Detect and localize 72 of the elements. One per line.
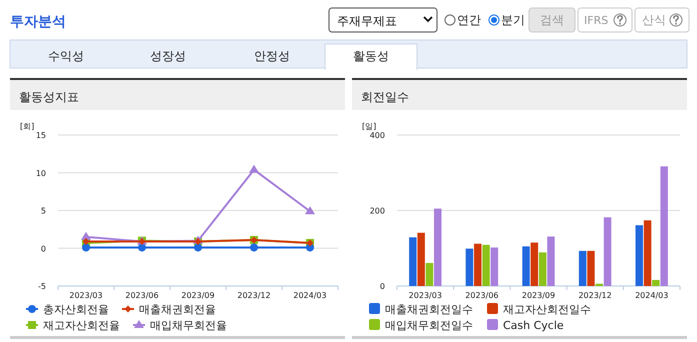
bar <box>587 250 595 286</box>
x-tick-label: 2024/03 <box>293 291 327 300</box>
legend-label: 매입채무회전율 <box>150 319 227 332</box>
y-tick-label: 10 <box>36 168 46 178</box>
bar <box>660 166 668 286</box>
text: 주재무제표 <box>337 14 397 28</box>
legend-재고자산회전일수: 재고자산회전일수 <box>487 303 591 316</box>
text: 안정성 <box>254 49 290 63</box>
bar <box>417 232 425 286</box>
x-tick-label: 2023/09 <box>181 291 215 300</box>
text: 성장성 <box>150 49 186 63</box>
y-axis-title: [일] <box>362 122 376 131</box>
text: 수익성 <box>48 49 84 63</box>
x-tick-label: 2023/06 <box>465 291 499 300</box>
text: 투자분석 <box>10 14 66 30</box>
x-tick-label: 2023/12 <box>237 291 271 300</box>
bar <box>482 244 490 286</box>
bar <box>547 236 555 286</box>
text: 산식 <box>642 13 666 27</box>
bar <box>530 242 538 286</box>
legend-매입채무회전율: 매입채무회전율 <box>133 319 227 332</box>
y-tick-label: 15 <box>36 131 46 140</box>
text: 연간 <box>457 13 481 27</box>
chart-title: 회전일수 <box>361 90 409 104</box>
bar <box>474 244 482 286</box>
y-tick-label: -5 <box>38 282 46 291</box>
legend-매출채권회전율: 매출채권회전율 <box>122 303 216 316</box>
x-tick-label: 2023/09 <box>522 291 556 300</box>
text: 분기 <box>501 13 525 27</box>
point <box>82 243 90 252</box>
text: IFRS <box>584 14 608 27</box>
point <box>250 243 258 252</box>
y-tick-label: 0 <box>380 282 385 291</box>
text: 활동성 <box>353 49 389 63</box>
legend-재고자산회전율: 재고자산회전율 <box>26 319 120 332</box>
legend-label: 총자산회전율 <box>43 303 109 316</box>
bar <box>426 262 434 286</box>
bar <box>466 248 474 286</box>
bar <box>490 247 498 286</box>
legend-총자산회전율: 총자산회전율 <box>26 303 109 316</box>
legend-label: 재고자산회전일수 <box>503 303 591 316</box>
point <box>194 243 202 252</box>
y-tick-label: 200 <box>370 206 385 216</box>
bar <box>522 246 530 286</box>
legend-label: 매출채권회전율 <box>139 303 216 316</box>
y-tick-label: 0 <box>40 244 46 254</box>
legend-매입채무회전일수: 매입채무회전일수 <box>369 319 473 332</box>
x-tick-label: 2023/03 <box>408 291 442 300</box>
point <box>249 164 259 173</box>
text: 검색 <box>540 13 564 27</box>
legend-매출채권회전일수: 매출채권회전일수 <box>369 303 473 316</box>
bar <box>538 252 546 286</box>
y-tick-label: 400 <box>370 131 385 140</box>
x-tick-label: 2023/03 <box>69 291 103 300</box>
legend-label: 재고자산회전율 <box>43 319 120 332</box>
bar <box>604 217 612 286</box>
x-tick-label: 2024/03 <box>635 291 668 300</box>
bar <box>409 237 417 286</box>
legend-label: 매출채권회전일수 <box>385 303 473 316</box>
bar <box>636 225 643 286</box>
x-tick-label: 2023/06 <box>125 291 159 300</box>
bar <box>578 250 586 286</box>
bar <box>644 220 652 286</box>
legend-label: 매입채무회전일수 <box>385 319 473 332</box>
y-tick-label: 5 <box>40 206 46 216</box>
chart-title: 활동성지표 <box>19 90 79 104</box>
bar <box>434 208 442 286</box>
x-tick-label: 2023/12 <box>578 291 612 300</box>
point <box>305 206 315 214</box>
legend-label: Cash Cycle <box>503 319 564 332</box>
bar <box>652 280 660 286</box>
y-axis-title: [회] <box>20 122 34 131</box>
